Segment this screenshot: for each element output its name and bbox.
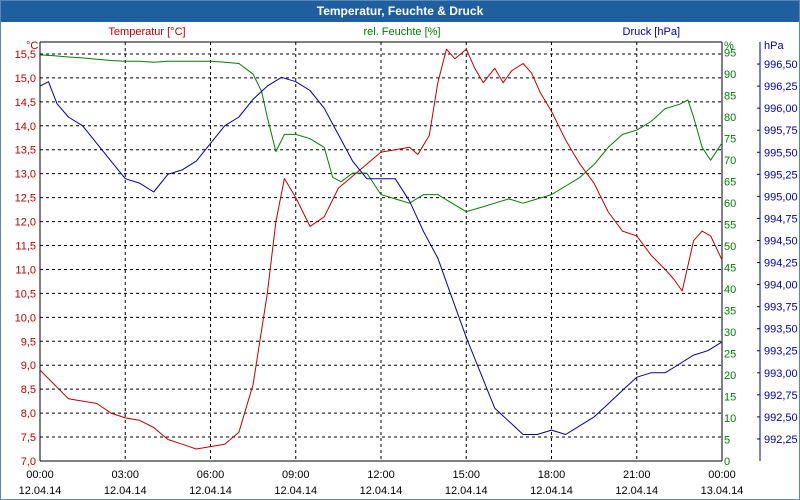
temperature-unit-label: °C bbox=[26, 40, 38, 52]
x-tick-date: 13.04.14 bbox=[701, 485, 744, 497]
pressure-tick-label: 994,50 bbox=[764, 235, 798, 247]
pressure-tick-label: 996,00 bbox=[764, 103, 798, 115]
window-title: Temperatur, Feuchte & Druck bbox=[1, 1, 799, 22]
temperature-tick-label: 15,5 bbox=[15, 49, 36, 61]
pressure-unit-label: hPa bbox=[764, 40, 784, 52]
x-tick-time: 06:00 bbox=[197, 469, 225, 481]
temperature-tick-label: 13,0 bbox=[15, 169, 36, 181]
temperature-tick-label: 13,5 bbox=[15, 145, 36, 157]
x-tick-date: 12.04.14 bbox=[104, 485, 147, 497]
x-tick-date: 12.04.14 bbox=[530, 485, 573, 497]
x-tick-time: 12:00 bbox=[367, 469, 395, 481]
x-tick-time: 09:00 bbox=[282, 469, 310, 481]
humidity-tick-label: 30 bbox=[724, 327, 736, 339]
humidity-series-line bbox=[39, 54, 723, 213]
humidity-tick-label: 65 bbox=[724, 177, 736, 189]
humidity-tick-label: 45 bbox=[724, 263, 736, 275]
temperature-tick-label: 7,5 bbox=[21, 432, 36, 444]
humidity-tick-label: 40 bbox=[724, 284, 736, 296]
humidity-unit-label: % bbox=[724, 40, 734, 52]
temperature-tick-label: 15,0 bbox=[15, 73, 36, 85]
pressure-tick-label: 996,50 bbox=[764, 59, 798, 71]
temperature-tick-label: 12,5 bbox=[15, 193, 36, 205]
humidity-tick-label: 25 bbox=[724, 349, 736, 361]
pressure-tick-label: 993,50 bbox=[764, 324, 798, 336]
pressure-tick-label: 996,25 bbox=[764, 81, 798, 93]
humidity-tick-label: 85 bbox=[724, 91, 736, 103]
temperature-tick-label: 9,0 bbox=[21, 360, 36, 372]
temperature-tick-label: 8,0 bbox=[21, 408, 36, 420]
axes bbox=[39, 41, 761, 462]
humidity-tick-label: 35 bbox=[724, 306, 736, 318]
pressure-tick-label: 995,50 bbox=[764, 147, 798, 159]
grid-lines bbox=[40, 42, 722, 462]
x-tick-date: 12.04.14 bbox=[274, 485, 317, 497]
data-series bbox=[39, 48, 723, 450]
pressure-tick-label: 993,75 bbox=[764, 302, 798, 314]
humidity-tick-label: 10 bbox=[724, 413, 736, 425]
x-tick-date: 12.04.14 bbox=[360, 485, 403, 497]
temperature-tick-label: 9,5 bbox=[21, 336, 36, 348]
x-tick-time: 18:00 bbox=[538, 469, 566, 481]
pressure-tick-label: 993,25 bbox=[764, 346, 798, 358]
pressure-series-line bbox=[39, 76, 723, 435]
pressure-tick-label: 993,00 bbox=[764, 368, 798, 380]
x-tick-time: 03:00 bbox=[111, 469, 139, 481]
humidity-tick-label: 55 bbox=[724, 220, 736, 232]
pressure-tick-label: 995,75 bbox=[764, 125, 798, 137]
pressure-axis-title: Druck [hPa] bbox=[623, 26, 680, 38]
x-tick-date: 12.04.14 bbox=[615, 485, 658, 497]
pressure-tick-label: 995,25 bbox=[764, 169, 798, 181]
temperature-tick-label: 12,0 bbox=[15, 217, 36, 229]
temperature-axis-title: Temperatur [°C] bbox=[108, 26, 185, 38]
temperature-tick-label: 8,5 bbox=[21, 384, 36, 396]
temperature-tick-label: 7,0 bbox=[21, 456, 36, 468]
x-tick-date: 12.04.14 bbox=[19, 485, 62, 497]
pressure-tick-label: 994,25 bbox=[764, 258, 798, 270]
humidity-axis-title: rel. Feuchte [%] bbox=[363, 26, 440, 38]
temperature-tick-label: 10,0 bbox=[15, 312, 36, 324]
x-tick-time: 15:00 bbox=[452, 469, 480, 481]
x-tick-time: 00:00 bbox=[26, 469, 54, 481]
temperature-tick-label: 11,5 bbox=[15, 241, 36, 253]
x-tick-time: 00:00 bbox=[708, 469, 736, 481]
pressure-tick-label: 994,75 bbox=[764, 213, 798, 225]
pressure-tick-label: 992,50 bbox=[764, 412, 798, 424]
x-tick-date: 12.04.14 bbox=[445, 485, 488, 497]
pressure-tick-label: 994,00 bbox=[764, 280, 798, 292]
temperature-tick-label: 11,0 bbox=[15, 264, 36, 276]
humidity-tick-label: 70 bbox=[724, 155, 736, 167]
tick-labels: 00:00 12.04.14 03:00 12.04.14 06:00 12.04.14 0… bbox=[15, 48, 798, 497]
temperature-tick-label: 14,0 bbox=[15, 121, 36, 133]
humidity-tick-label: 0 bbox=[724, 456, 730, 468]
temperature-tick-label: 10,5 bbox=[15, 288, 36, 300]
humidity-tick-label: 15 bbox=[724, 392, 736, 404]
humidity-tick-label: 80 bbox=[724, 112, 736, 124]
humidity-tick-label: 5 bbox=[724, 435, 730, 447]
temperature-series-line bbox=[39, 48, 723, 450]
pressure-tick-label: 995,00 bbox=[764, 191, 798, 203]
humidity-tick-label: 75 bbox=[724, 134, 736, 146]
x-tick-date: 12.04.14 bbox=[189, 485, 232, 497]
humidity-tick-label: 90 bbox=[724, 69, 736, 81]
humidity-tick-label: 60 bbox=[724, 198, 736, 210]
x-tick-time: 21:00 bbox=[623, 469, 651, 481]
humidity-tick-label: 95 bbox=[724, 48, 736, 60]
humidity-tick-label: 20 bbox=[724, 370, 736, 382]
pressure-tick-label: 992,75 bbox=[764, 390, 798, 402]
pressure-tick-label: 992,25 bbox=[764, 434, 798, 446]
humidity-tick-label: 50 bbox=[724, 241, 736, 253]
temperature-tick-label: 14,5 bbox=[15, 97, 36, 109]
